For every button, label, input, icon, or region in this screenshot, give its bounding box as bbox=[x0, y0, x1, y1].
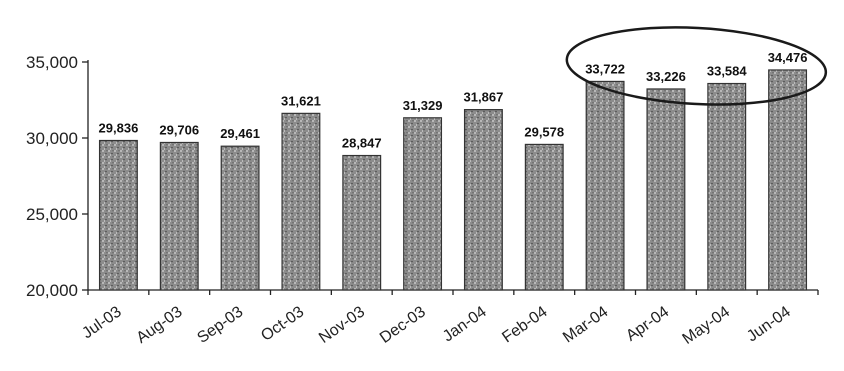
bar bbox=[463, 109, 503, 291]
bar bbox=[98, 139, 138, 291]
data-label: 34,476 bbox=[768, 50, 808, 65]
data-label: 33,722 bbox=[585, 61, 625, 76]
category-label: Nov-03 bbox=[316, 303, 368, 347]
bar bbox=[524, 143, 564, 291]
category-label: Apr-04 bbox=[623, 303, 672, 345]
bar bbox=[281, 112, 321, 291]
category-label: Jul-03 bbox=[79, 303, 125, 342]
y-axis: 20,000 25,000 30,000 35,000 bbox=[26, 53, 89, 300]
y-tick-label: 25,000 bbox=[26, 205, 78, 224]
data-label: 28,847 bbox=[342, 136, 382, 151]
category-label: Sep-03 bbox=[194, 303, 246, 347]
bars bbox=[98, 69, 808, 291]
data-label: 33,584 bbox=[707, 64, 748, 79]
category-label: Jan-04 bbox=[440, 303, 490, 345]
y-tick-label: 35,000 bbox=[26, 53, 78, 72]
category-label: May-04 bbox=[680, 303, 734, 348]
bar bbox=[342, 154, 382, 291]
y-tick-label: 30,000 bbox=[26, 129, 78, 148]
data-label: 33,226 bbox=[646, 69, 686, 84]
bar bbox=[159, 141, 199, 291]
data-label: 31,621 bbox=[281, 93, 321, 108]
data-label: 29,706 bbox=[159, 122, 199, 137]
data-label: 31,867 bbox=[464, 90, 504, 105]
bar bbox=[585, 80, 625, 291]
data-label: 31,329 bbox=[403, 98, 443, 113]
highlight-ellipse bbox=[565, 26, 828, 106]
bar bbox=[707, 82, 747, 291]
category-label: Mar-04 bbox=[560, 303, 611, 346]
data-labels: 29,836 29,706 29,461 31,621 28,847 31,329 31,8… bbox=[99, 50, 808, 151]
category-label: Jun-04 bbox=[744, 303, 794, 345]
bar bbox=[403, 117, 443, 291]
x-axis bbox=[87, 289, 819, 295]
category-label: Aug-03 bbox=[134, 303, 186, 347]
category-label: Oct-03 bbox=[258, 303, 307, 345]
data-label: 29,578 bbox=[524, 124, 564, 139]
bar bbox=[768, 69, 808, 291]
category-labels: Jul-03 Aug-03 Sep-03 Oct-03 Nov-03 Dec-03 Jan-… bbox=[79, 303, 794, 348]
category-label: Dec-03 bbox=[377, 303, 429, 347]
category-label: Feb-04 bbox=[499, 303, 550, 346]
bar bbox=[220, 145, 260, 291]
y-tick-label: 20,000 bbox=[26, 281, 78, 300]
data-label: 29,461 bbox=[220, 126, 260, 141]
bar bbox=[646, 88, 686, 291]
data-label: 29,836 bbox=[99, 120, 139, 135]
